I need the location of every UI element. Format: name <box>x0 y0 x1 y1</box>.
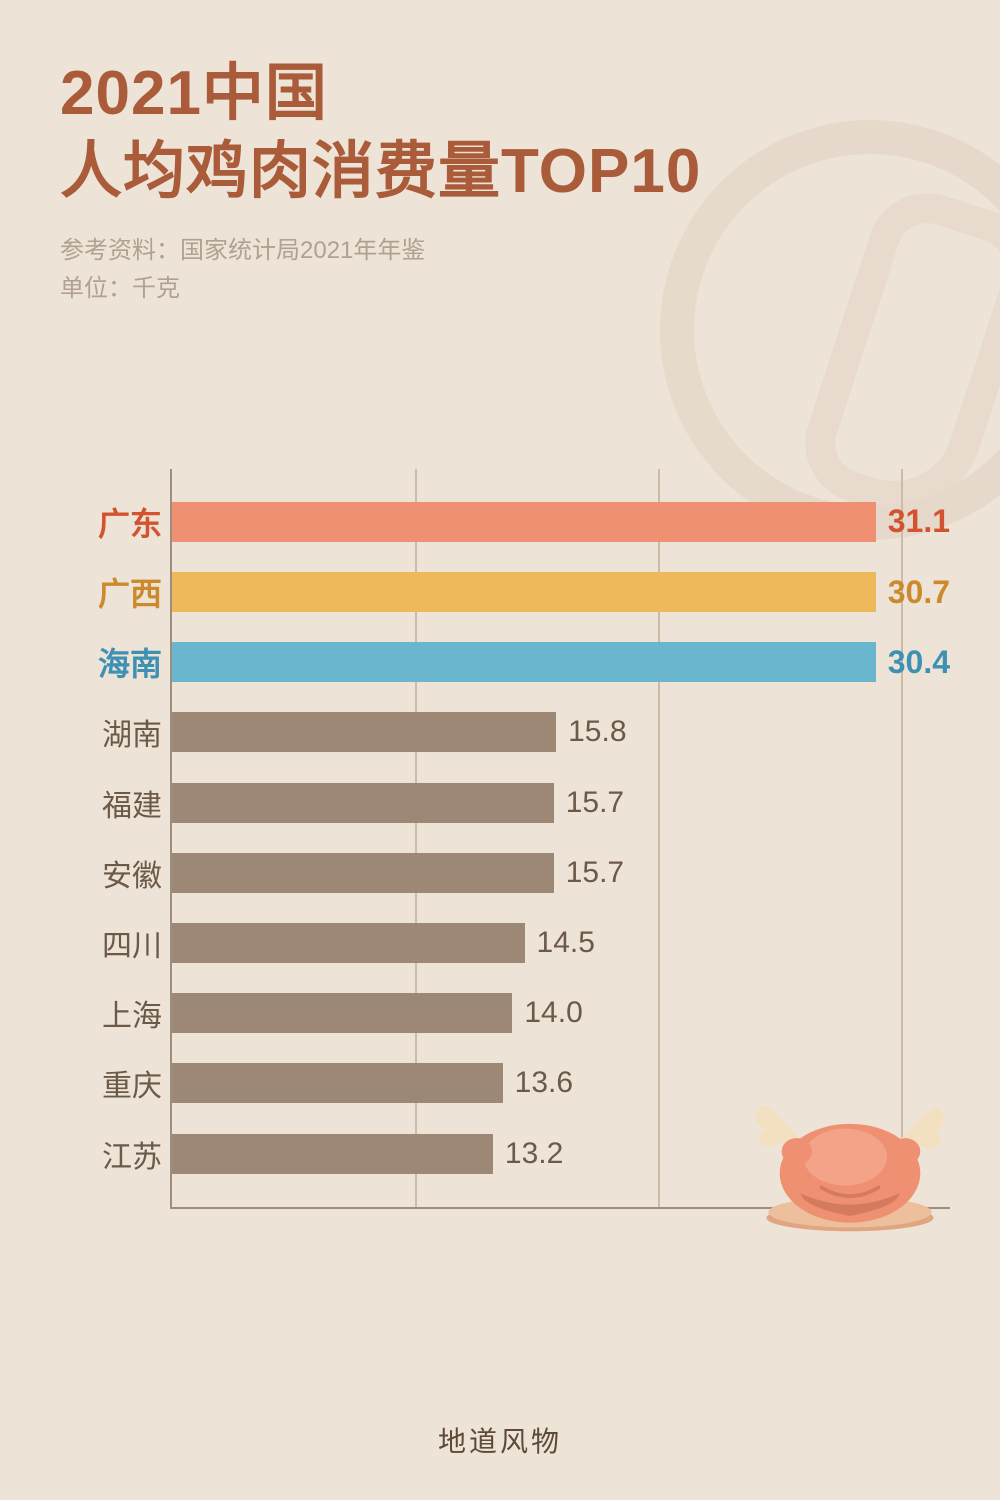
bar-label: 重庆 <box>102 1061 162 1105</box>
roast-chicken-icon <box>755 1083 945 1240</box>
meta-block: 参考资料：国家统计局2021年年鉴 单位：千克 <box>60 232 940 309</box>
bar-value: 15.8 <box>568 715 626 749</box>
footer-credit: 地道风物 <box>0 1420 1000 1460</box>
title-line-2: 人均鸡肉消费量TOP10 <box>60 133 940 211</box>
bar <box>172 1063 503 1103</box>
bar-value: 14.0 <box>524 996 582 1030</box>
bar-row: 湖南15.8 <box>172 712 950 752</box>
bar-value: 13.6 <box>515 1066 573 1100</box>
source-label: 参考资料：国家统计局2021年年鉴 <box>60 232 940 270</box>
bar <box>172 993 512 1033</box>
bar-label: 安徽 <box>102 851 162 895</box>
bar-label: 湖南 <box>102 710 162 754</box>
bar <box>172 923 525 963</box>
bar-value: 13.2 <box>505 1137 563 1171</box>
bar-label: 四川 <box>102 921 162 965</box>
bar <box>172 712 556 752</box>
title-line-1: 2021中国 <box>60 55 940 133</box>
page-title: 2021中国 人均鸡肉消费量TOP10 <box>60 55 940 210</box>
page: 2021中国 人均鸡肉消费量TOP10 参考资料：国家统计局2021年年鉴 单位… <box>0 0 1000 1209</box>
bar <box>172 783 554 823</box>
bar-value: 14.5 <box>537 926 595 960</box>
bar-row: 福建15.7 <box>172 783 950 823</box>
bar <box>172 502 876 542</box>
bar <box>172 572 876 612</box>
bar-label: 上海 <box>102 991 162 1035</box>
bar-row: 上海14.0 <box>172 993 950 1033</box>
bar-row: 安徽15.7 <box>172 853 950 893</box>
bar-value: 15.7 <box>566 786 624 820</box>
bar-value: 30.4 <box>888 644 950 681</box>
unit-label: 单位：千克 <box>60 270 940 308</box>
bar <box>172 1134 493 1174</box>
bar-label: 海南 <box>98 639 162 685</box>
bar <box>172 642 876 682</box>
bar-row: 四川14.5 <box>172 923 950 963</box>
bar-row: 广东31.1 <box>172 502 950 542</box>
bar-label: 广东 <box>98 499 162 545</box>
bar-label: 广西 <box>98 569 162 615</box>
bar <box>172 853 554 893</box>
bar-row: 广西30.7 <box>172 572 950 612</box>
bar-value: 15.7 <box>566 856 624 890</box>
bar-label: 福建 <box>102 781 162 825</box>
bar-value: 30.7 <box>888 574 950 611</box>
bar-row: 海南30.4 <box>172 642 950 682</box>
bar-value: 31.1 <box>888 503 950 540</box>
bar-label: 江苏 <box>102 1132 162 1176</box>
